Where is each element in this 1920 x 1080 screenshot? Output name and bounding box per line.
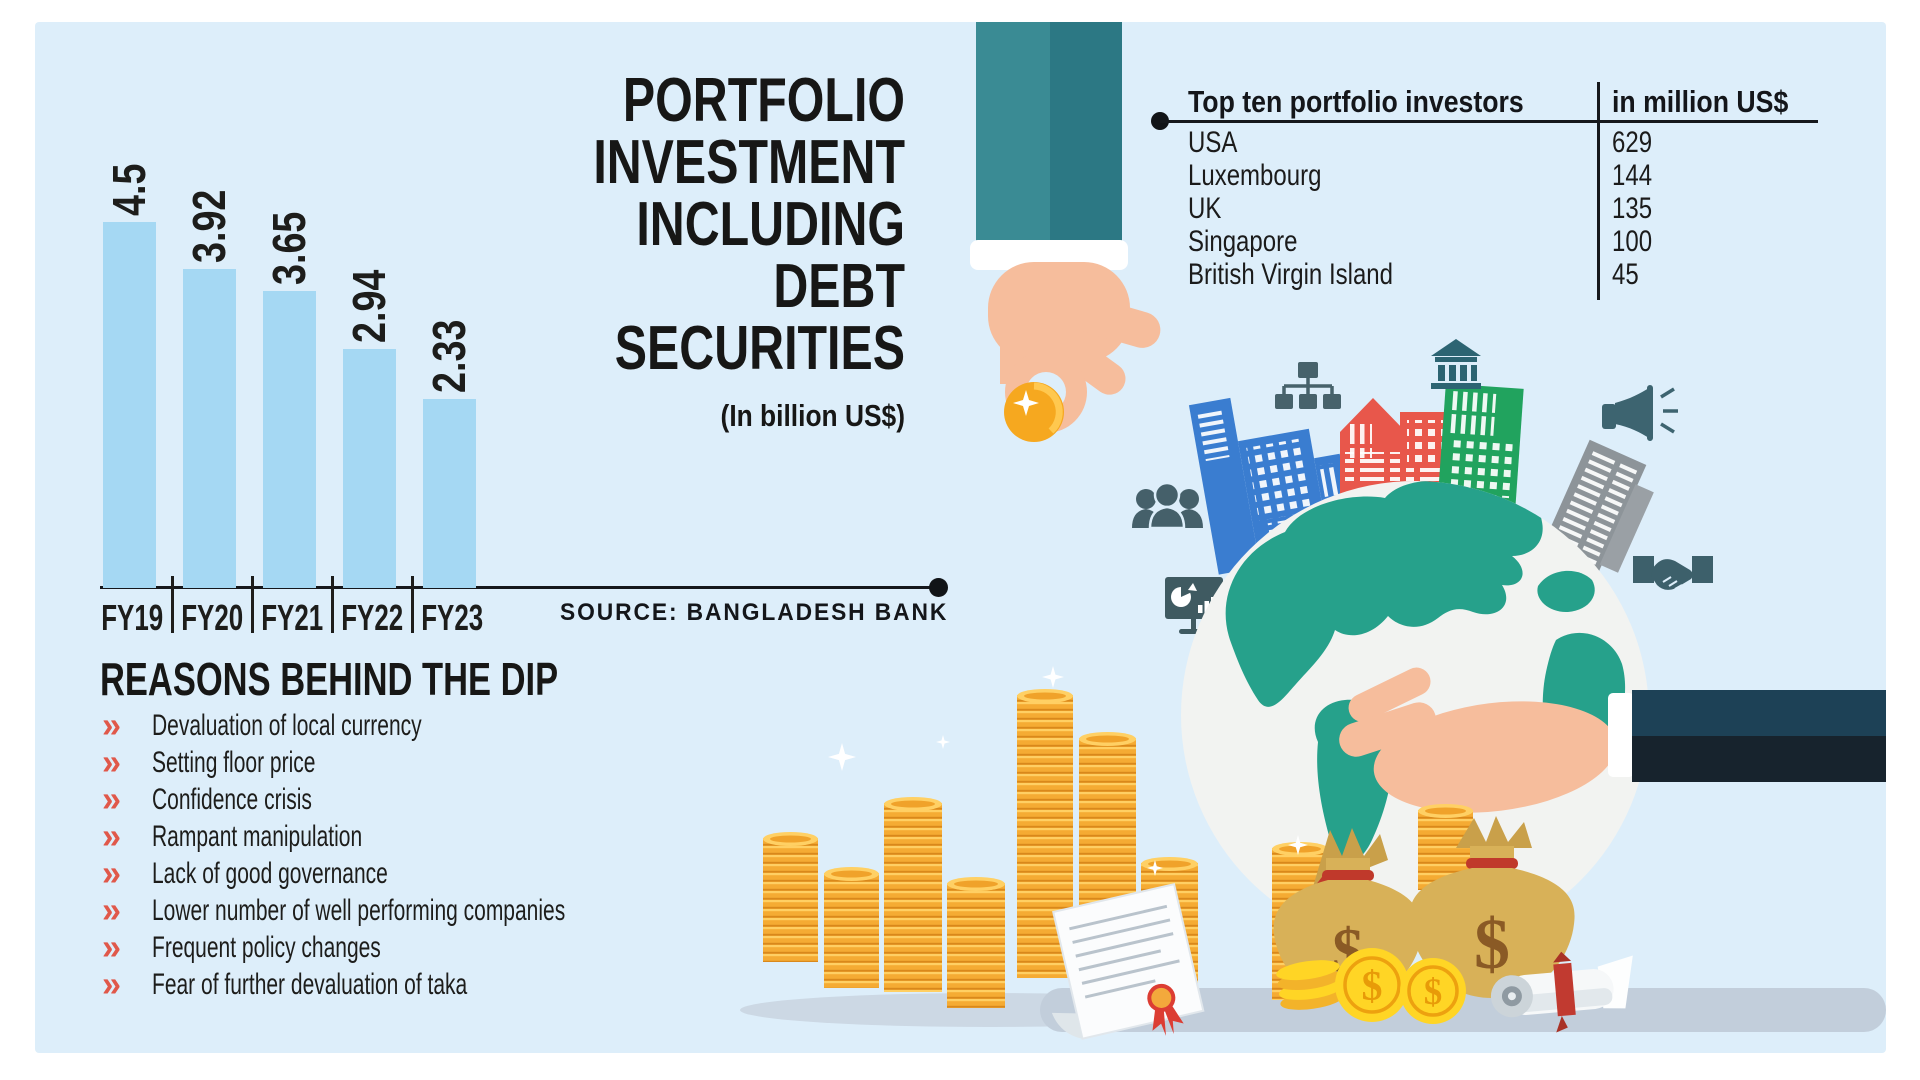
bar — [103, 222, 156, 588]
sparkle-icon — [828, 743, 856, 771]
svg-text:$: $ — [1362, 964, 1383, 1010]
x-axis-tick-label: FY23 — [421, 597, 484, 638]
reason-item: Lack of good governance — [152, 857, 388, 890]
bar-value-label: 2.94 — [343, 269, 395, 343]
x-axis-tick-separator — [251, 576, 254, 633]
reason-item: Devaluation of local currency — [152, 709, 422, 742]
chart-title-line: INVESTMENT — [593, 128, 905, 197]
chart-title: PORTFOLIO INVESTMENT INCLUDING DEBT SECURITI… — [542, 70, 905, 380]
bar — [343, 349, 396, 588]
chart-title-line: INCLUDING — [636, 190, 905, 259]
table-row-value: 45 — [1612, 258, 1639, 291]
svg-text:$: $ — [1424, 972, 1443, 1013]
sparkle-stars — [828, 666, 1308, 876]
reason-item: Frequent policy changes — [152, 931, 381, 964]
table-row-country: USA — [1188, 126, 1238, 159]
coin-stack — [884, 797, 942, 992]
x-axis-tick-separator — [171, 576, 174, 633]
svg-text:$: $ — [1474, 904, 1510, 984]
chevron-bullet-icon: » — [102, 704, 122, 745]
illustration-layer: $ $ $ $ — [740, 22, 1886, 1040]
x-axis-tick-label: FY21 — [261, 597, 324, 638]
dollar-coins: $ $ — [1276, 948, 1466, 1024]
coin-stack — [763, 832, 818, 962]
handshake-icon — [1633, 556, 1713, 590]
x-axis-line — [100, 586, 940, 589]
green-building — [1437, 383, 1524, 507]
chevron-bullet-icon: » — [102, 963, 122, 1004]
chevron-bullet-icon: » — [102, 889, 122, 930]
x-axis-tick-label: FY19 — [101, 597, 164, 638]
reasons-section: REASONS BEHIND THE DIP » Devaluation of l… — [100, 652, 720, 1022]
reason-item: Lower number of well performing companie… — [152, 894, 566, 927]
scroll-illustration — [1490, 951, 1633, 1033]
bar-value-label: 3.92 — [183, 189, 235, 263]
chart-title-line: DEBT — [773, 252, 905, 321]
bar-value-label: 2.33 — [423, 319, 475, 393]
navy-sleeve — [1608, 690, 1886, 782]
chart-title-line: SECURITIES — [614, 314, 905, 383]
reason-item: Fear of further devaluation of taka — [152, 968, 468, 1001]
table-row-value: 135 — [1612, 192, 1653, 225]
reason-item: Rampant manipulation — [152, 820, 363, 853]
coin-stack — [824, 867, 879, 988]
bar-value-label: 4.5 — [103, 163, 155, 216]
table-row-value: 144 — [1612, 159, 1653, 192]
hand-dropping-coin-illustration — [970, 22, 1161, 442]
teal-sleeve — [976, 22, 1050, 244]
axis-end-dot — [929, 578, 948, 597]
sparkle-icon — [1042, 666, 1064, 688]
table-title: Top ten portfolio investors — [1188, 84, 1524, 119]
gold-coin-icon — [1004, 382, 1064, 442]
table-row-value: 100 — [1612, 225, 1653, 258]
bar — [263, 291, 316, 588]
reasons-heading: REASONS BEHIND THE DIP — [100, 653, 559, 705]
bar-value-label: 3.65 — [263, 211, 315, 285]
investors-table: Top ten portfolio investors in million U… — [1151, 82, 1820, 304]
people-icon — [1132, 481, 1203, 530]
reason-item: Confidence crisis — [152, 783, 312, 816]
sparkle-icon — [1288, 835, 1308, 855]
chevron-bullet-icon: » — [102, 741, 122, 782]
table-unit-header: in million US$ — [1612, 84, 1789, 119]
reason-item: Setting floor price — [152, 746, 316, 779]
x-axis-tick-separator — [331, 576, 334, 633]
table-row-value: 629 — [1612, 126, 1653, 159]
globe-holding-hand — [1339, 667, 1617, 813]
x-axis-tick-separator — [411, 576, 414, 633]
source-label: SOURCE: BANGLADESH BANK — [560, 599, 949, 626]
bar — [423, 399, 476, 588]
bar — [183, 269, 236, 588]
coin-stack — [947, 877, 1005, 1008]
chart-subtitle: (In billion US$) — [720, 398, 905, 433]
chevron-bullet-icon: » — [102, 778, 122, 819]
table-column-divider — [1597, 82, 1600, 300]
org-chart-icon — [1275, 362, 1341, 409]
red-building — [1340, 398, 1450, 496]
x-axis-tick-label: FY20 — [181, 597, 244, 638]
chart-title-line: PORTFOLIO — [622, 66, 905, 135]
chevron-bullet-icon: » — [102, 926, 122, 967]
table-row-country: Singapore — [1188, 225, 1298, 258]
table-row-country: Luxembourg — [1188, 159, 1322, 192]
table-row-country: British Virgin Island — [1188, 258, 1393, 291]
megaphone-icon — [1602, 385, 1678, 441]
chevron-bullet-icon: » — [102, 815, 122, 856]
x-axis-tick-label: FY22 — [341, 597, 404, 638]
certificate-illustration — [1051, 882, 1205, 1040]
sparkle-icon — [1147, 860, 1163, 876]
sparkle-icon — [936, 735, 950, 749]
bank-icon — [1431, 339, 1481, 389]
table-row-country: UK — [1188, 192, 1222, 225]
chevron-bullet-icon: » — [102, 852, 122, 893]
table-header-underline — [1160, 120, 1818, 123]
